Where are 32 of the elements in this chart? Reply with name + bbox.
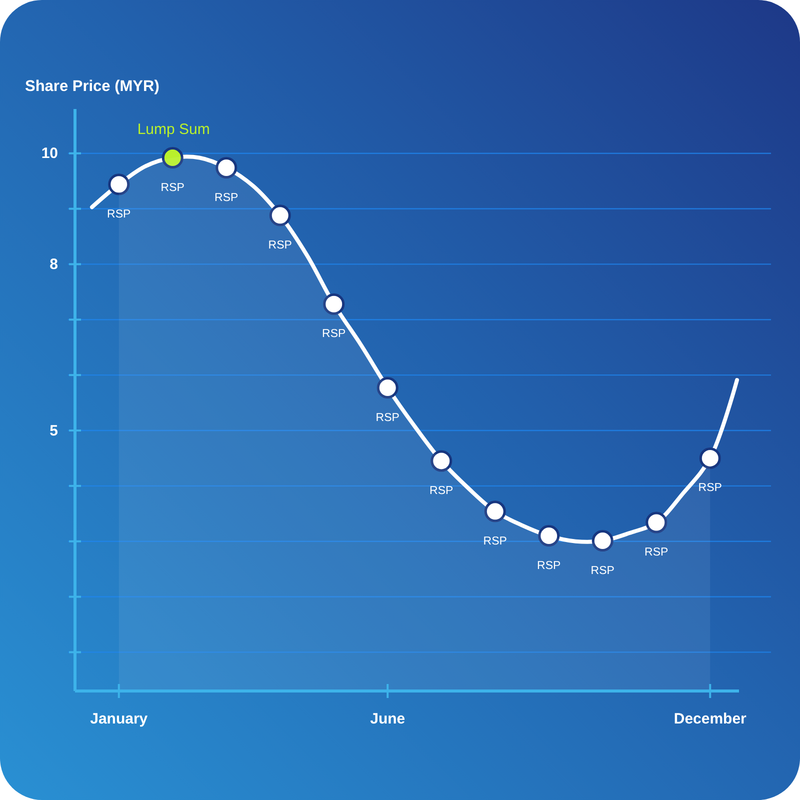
point <box>646 512 668 534</box>
data-label: RSP <box>430 484 454 497</box>
data-label: RSP <box>160 182 185 194</box>
point <box>108 174 130 196</box>
y-tick-label: 8 <box>50 256 58 273</box>
x-tick-label: January <box>90 710 148 728</box>
y-tick-label: 10 <box>41 145 58 162</box>
point <box>484 500 506 522</box>
data-label: RSP <box>590 564 615 577</box>
data-label: RSP <box>537 560 562 572</box>
point <box>376 377 398 399</box>
point <box>430 450 452 472</box>
data-label: RSP <box>376 412 400 424</box>
y-tick-label: 5 <box>50 422 58 440</box>
data-label: RSP <box>698 482 722 494</box>
point <box>162 147 184 169</box>
point <box>699 447 721 469</box>
series-label: Lump Sum <box>137 120 210 138</box>
point <box>216 157 238 178</box>
data-label: RSP <box>322 328 346 340</box>
data-label: RSP <box>483 535 508 548</box>
point <box>538 525 560 547</box>
point <box>269 204 291 226</box>
x-tick-label: December <box>674 710 747 728</box>
point <box>323 293 345 315</box>
x-tick-label: June <box>370 710 406 728</box>
point <box>592 530 614 552</box>
data-label: RSP <box>214 192 239 204</box>
data-label: RSP <box>268 239 292 252</box>
data-label: RSP <box>644 546 669 558</box>
y-axis-title: Share Price (MYR) <box>25 78 160 95</box>
data-label: RSP <box>107 208 132 220</box>
